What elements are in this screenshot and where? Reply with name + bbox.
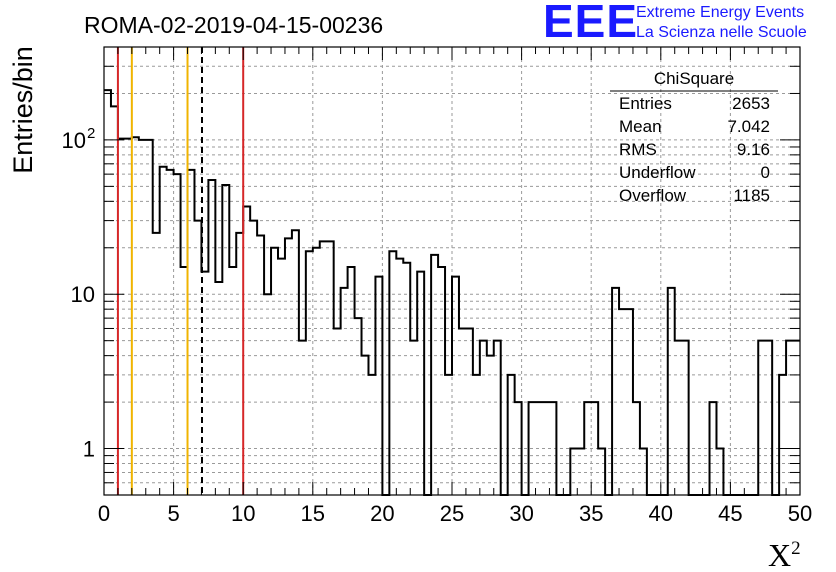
x-tick-label: 10 [231, 501, 255, 526]
x-tick-label: 5 [167, 501, 179, 526]
chart-title: ROMA-02-2019-04-15-00236 [84, 12, 383, 38]
vertical-markers [116, 47, 245, 495]
y-tick-label: 10 [71, 282, 95, 307]
y-tick-label-exponent: 2 [87, 125, 95, 142]
stats-label-entries: Entries [619, 94, 672, 113]
axis-ticks [103, 46, 801, 496]
x-tick-label: 15 [301, 501, 325, 526]
stats-label-rms: RMS [619, 140, 657, 159]
stats-value-overflow: 1185 [733, 186, 770, 205]
stats-value-rms: 9.16 [737, 140, 770, 159]
y-tick-label: 1 [83, 437, 95, 462]
x-tick-label: 30 [509, 501, 533, 526]
x-tick-label: 40 [649, 501, 673, 526]
stats-value-entries: 2653 [732, 94, 770, 113]
logo-line-1: Extreme Energy Events [636, 4, 805, 21]
x-tick-label: 50 [788, 501, 812, 526]
y-tick-label: 10 [62, 128, 86, 153]
stats-label-overflow: Overflow [619, 186, 687, 205]
y-axis-label: Entries/bin [8, 46, 38, 174]
x-tick-labels: 0 5 10 15 20 25 30 35 40 45 50 [98, 501, 812, 526]
stats-value-mean: 7.042 [727, 117, 770, 136]
stats-label-underflow: Underflow [619, 163, 696, 182]
x-tick-label: 25 [440, 501, 464, 526]
stats-box: ChiSquare Entries 2653 Mean 7.042 RMS 9.… [610, 69, 778, 205]
logo-line-2: La Scienza nelle Scuole [636, 24, 807, 41]
stats-title: ChiSquare [654, 69, 734, 88]
stats-label-mean: Mean [619, 117, 662, 136]
x-tick-label: 35 [579, 501, 603, 526]
x-tick-label: 0 [98, 501, 110, 526]
x-tick-label: 20 [370, 501, 394, 526]
x-tick-label: 45 [718, 501, 742, 526]
eee-logo-mark: EEE [543, 0, 639, 47]
stats-value-underflow: 0 [761, 163, 770, 182]
x-axis-label-superscript: 2 [791, 538, 801, 559]
x-axis-label: X2 [768, 537, 801, 572]
